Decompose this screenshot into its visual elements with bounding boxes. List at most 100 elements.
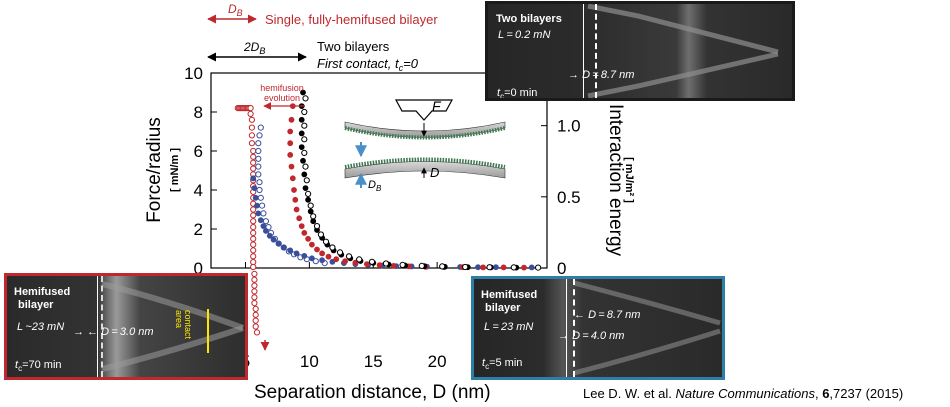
data-point: [250, 212, 257, 219]
data-point: [270, 236, 277, 243]
data-point: [307, 208, 314, 215]
data-point: [301, 108, 308, 116]
data-point: [329, 244, 336, 251]
data-point: [317, 231, 324, 238]
contact-line-dashed: [101, 276, 103, 377]
inset-two-bilayers-time: tc=0 min: [497, 87, 538, 101]
inset-hemifused-5min-fringe: [573, 280, 721, 376]
data-point: [333, 256, 340, 263]
data-point: [250, 147, 257, 155]
data-point: [255, 171, 262, 178]
left-y-tick-label: 0: [194, 259, 203, 278]
data-point: [248, 132, 255, 139]
data-point: [250, 241, 257, 248]
force-arrow-icon: [394, 99, 454, 121]
data-point: [250, 263, 257, 271]
x-tick-label: 20: [428, 352, 447, 371]
data-point: [293, 250, 300, 257]
data-point: [535, 264, 542, 271]
data-point: [248, 140, 255, 147]
inset-two-bilayers-fringe: [587, 4, 779, 98]
inset-70min-distance: → ← D = 3.0 nm: [73, 326, 154, 338]
data-point: [305, 196, 311, 203]
data-point: [266, 232, 273, 239]
data-point: [301, 171, 308, 178]
right-y-axis-unit: [ mJ/m² ]: [623, 157, 635, 203]
data-point: [253, 329, 261, 336]
data-point: [256, 132, 263, 139]
data-point: [480, 264, 486, 271]
data-point: [251, 270, 258, 277]
data-point: [302, 163, 309, 170]
db-symbol: DB: [228, 2, 243, 18]
left-y-tick-label: 2: [194, 220, 203, 239]
data-point: [255, 163, 262, 170]
surface-schematic: F D DB: [344, 98, 506, 193]
data-point: [308, 241, 315, 248]
data-point: [308, 255, 315, 262]
x-tick-label: 15: [364, 352, 383, 371]
data-point: [293, 206, 300, 213]
data-point: [399, 261, 406, 268]
contact-line-dashed: [573, 279, 575, 377]
data-point: [287, 128, 294, 135]
data-point: [259, 202, 266, 209]
data-point: [250, 253, 257, 260]
evolution-label: evolution: [264, 93, 300, 103]
data-point: [250, 175, 257, 182]
data-point: [298, 223, 305, 229]
data-point: [287, 151, 294, 158]
inset-two-bilayers: Two bilayers L = 0.2 mN → D = 8.7 nm tc=…: [485, 1, 795, 101]
data-point: [248, 124, 255, 131]
two-db-scale-indicator: 2DB Two bilayers First contact, tc=0: [207, 39, 419, 73]
data-point: [382, 260, 390, 267]
inset-70min-title-1: Hemifused: [14, 286, 71, 298]
right-y-tick-label: 0: [557, 259, 566, 278]
schematic-db-label: DB: [368, 179, 382, 193]
data-point: [500, 264, 507, 271]
data-point: [319, 250, 325, 257]
data-point: [257, 194, 264, 201]
contact-line: [583, 4, 584, 98]
data-point: [251, 288, 258, 295]
d-symbol: D: [430, 165, 439, 180]
data-point: [368, 258, 376, 265]
two-bilayers-label: Two bilayers: [317, 39, 390, 54]
data-point: [439, 263, 446, 270]
citation: Lee D. W. et al. Nature Communications, …: [583, 386, 904, 401]
data-point: [287, 247, 294, 254]
inset-two-bilayers-title: Two bilayers: [496, 13, 562, 25]
data-point: [305, 235, 311, 242]
data-point: [251, 276, 258, 283]
data-point: [492, 264, 499, 271]
data-point: [313, 223, 321, 230]
data-point: [289, 175, 296, 182]
data-point: [251, 300, 258, 307]
inset-70min-load: L ~23 mN: [17, 321, 65, 333]
data-point: [250, 235, 257, 242]
data-point: [296, 215, 303, 222]
data-point: [336, 249, 344, 256]
lower-surface: [344, 161, 506, 179]
data-point: [310, 213, 317, 220]
data-point: [252, 317, 259, 324]
data-point: [298, 130, 305, 137]
data-point: [301, 136, 308, 143]
data-point: [486, 264, 493, 271]
data-point: [250, 229, 257, 236]
data-point: [288, 163, 295, 170]
data-point: [418, 262, 425, 269]
data-point: [247, 105, 254, 112]
left-y-tick-label: 6: [194, 142, 203, 161]
data-point: [352, 259, 359, 266]
data-point: [257, 124, 264, 131]
data-point: [302, 185, 309, 191]
data-point: [256, 186, 263, 194]
inset-5min-distance-1: ← D = 8.7 nm: [574, 309, 641, 321]
data-point: [345, 253, 353, 260]
data-point: [252, 305, 259, 312]
data-point: [298, 144, 305, 150]
data-point: [250, 206, 257, 213]
series-5: [301, 95, 542, 271]
hemifusion-evolution-annotation: hemifusion evolution: [260, 83, 305, 110]
